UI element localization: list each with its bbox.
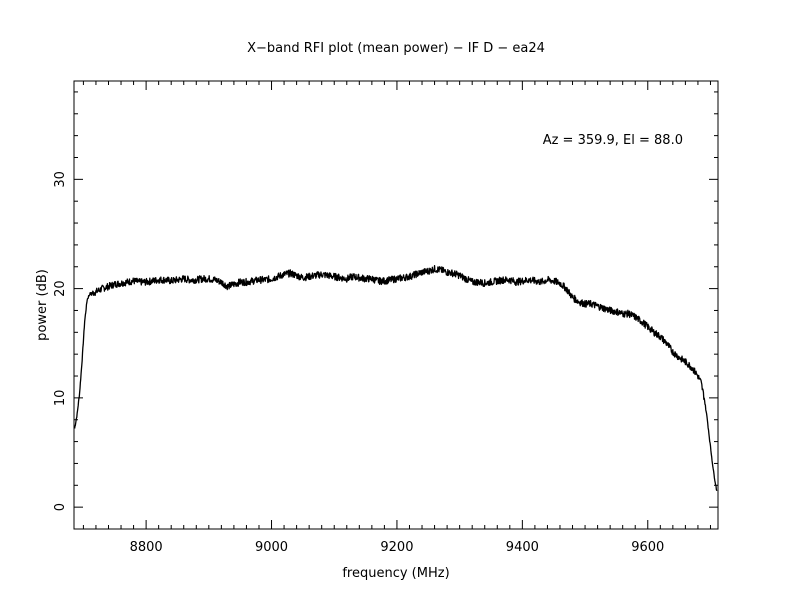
power-series-line	[73, 264, 718, 491]
x-tick-label: 9400	[506, 540, 539, 555]
y-axis-label: power (dB)	[35, 269, 50, 341]
az-el-annotation: Az = 359.9, El = 88.0	[543, 133, 683, 148]
series-group	[73, 264, 718, 491]
y-tick-label: 0	[53, 503, 68, 511]
y-tick-label: 30	[53, 171, 68, 188]
x-tick-label: 8800	[130, 540, 163, 555]
x-tick-label: 9000	[255, 540, 288, 555]
y-tick-label: 10	[53, 390, 68, 407]
x-minor-ticks	[82, 81, 711, 529]
plot-frame	[73, 80, 719, 530]
y-minor-ticks	[74, 91, 718, 530]
y-tick-label: 20	[53, 280, 68, 297]
x-axis-label: frequency (MHz)	[342, 566, 449, 581]
x-tick-label: 9200	[380, 540, 413, 555]
chart-title: X−band RFI plot (mean power) − IF D − ea…	[247, 41, 545, 56]
x-axis-ticks: 8800 9000 9200 9400 9600	[130, 81, 664, 555]
x-tick-label: 9600	[631, 540, 664, 555]
y-axis-ticks: 0 10 20 30	[53, 171, 718, 511]
